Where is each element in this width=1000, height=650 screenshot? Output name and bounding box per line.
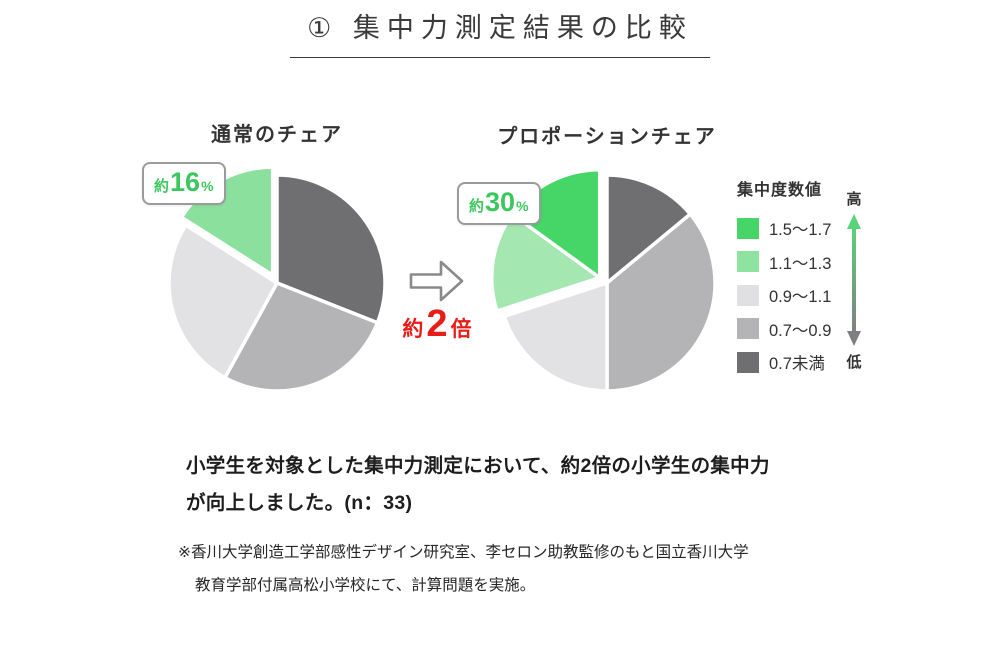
legend-item-label: 0.9〜1.1 — [769, 288, 832, 306]
footnote-text: ※香川大学創造工学部感性デザイン研究室、李セロン助教監修のもと国立香川大学 教育… — [178, 536, 749, 602]
legend-item-label: 1.1〜1.3 — [769, 254, 832, 273]
high-low-axis: 高 低 — [840, 188, 868, 372]
arrow-shaft — [852, 226, 856, 334]
callout-unit: % — [201, 178, 214, 194]
times-two-suffix: 倍 — [450, 318, 472, 341]
footnote-line-1: ※香川大学創造工学部感性デザイン研究室、李セロン助教監修のもと国立香川大学 — [178, 544, 749, 561]
legend-swatch-icon — [737, 351, 759, 373]
legend-item: 1.5〜1.7 — [737, 216, 831, 240]
callout-value: 16 — [170, 167, 201, 197]
axis-low-label: 低 — [846, 354, 862, 371]
legend-item-label: 0.7未満 — [769, 355, 825, 373]
pie-chart-normal-chair — [167, 165, 387, 393]
legend: 集中度数値 1.5〜1.7 1.1〜1.3 0.9〜1.1 0.7〜0.9 0.… — [737, 176, 831, 384]
axis-high-label: 高 — [846, 191, 862, 208]
times-two-number: 2 — [426, 303, 448, 345]
legend-title: 集中度数値 — [737, 182, 823, 199]
callout-badge-normal-chair: 約 16% — [142, 162, 226, 205]
legend-swatch-icon — [737, 284, 759, 306]
arrowhead-down — [847, 331, 861, 346]
description-line-1: 小学生を対象とした集中力測定において、約2倍の小学生の集中力 — [186, 455, 770, 477]
pie-slice-0.7〜0.9 — [605, 212, 717, 393]
chart-title-proportion-chair: プロポーションチェア — [497, 126, 717, 148]
legend-item: 0.9〜1.1 — [737, 283, 831, 307]
right-arrow-shape — [409, 260, 464, 302]
pie-slice-0.9〜1.1 — [502, 281, 609, 393]
legend-item: 0.7未満 — [737, 350, 831, 374]
legend-swatch-icon — [737, 217, 759, 239]
gradient-double-arrow-icon — [847, 214, 861, 346]
footnote-line-2: 教育学部付属高松小学校にて、計算問題を実施。 — [195, 577, 536, 594]
page-title: ① 集中力測定結果の比較 — [307, 13, 693, 43]
callout-badge-proportion-chair: 約 30% — [457, 182, 541, 225]
callout-unit: % — [516, 198, 529, 214]
legend-item-label: 1.5〜1.7 — [769, 221, 832, 239]
pie-slice-0.7未満 — [605, 173, 692, 285]
legend-swatch-icon — [737, 251, 759, 272]
pie-slice-0.9〜1.1 — [167, 223, 279, 380]
legend-item: 0.7〜0.9 — [737, 317, 831, 341]
times-two-label: 約 2 倍 — [382, 303, 492, 346]
title-underline — [290, 57, 710, 58]
right-arrow-icon — [409, 260, 464, 302]
callout-prefix: 約 — [469, 198, 485, 215]
pie-chart-proportion-chair — [489, 167, 717, 393]
legend-swatch-icon — [737, 318, 759, 339]
description-line-2: が向上しました。(n：33) — [186, 492, 413, 514]
times-two-prefix: 約 — [402, 318, 424, 341]
description-text: 小学生を対象とした集中力測定において、約2倍の小学生の集中力 が向上しました。(… — [186, 448, 770, 522]
legend-item: 1.1〜1.3 — [737, 250, 831, 274]
callout-prefix: 約 — [154, 178, 170, 195]
pie-slice-0.7未満 — [275, 173, 387, 325]
chart-title-normal-chair: 通常のチェア — [211, 124, 343, 146]
arrowhead-up — [847, 214, 861, 229]
legend-item-label: 0.7〜0.9 — [769, 321, 832, 340]
callout-value: 30 — [485, 187, 516, 217]
